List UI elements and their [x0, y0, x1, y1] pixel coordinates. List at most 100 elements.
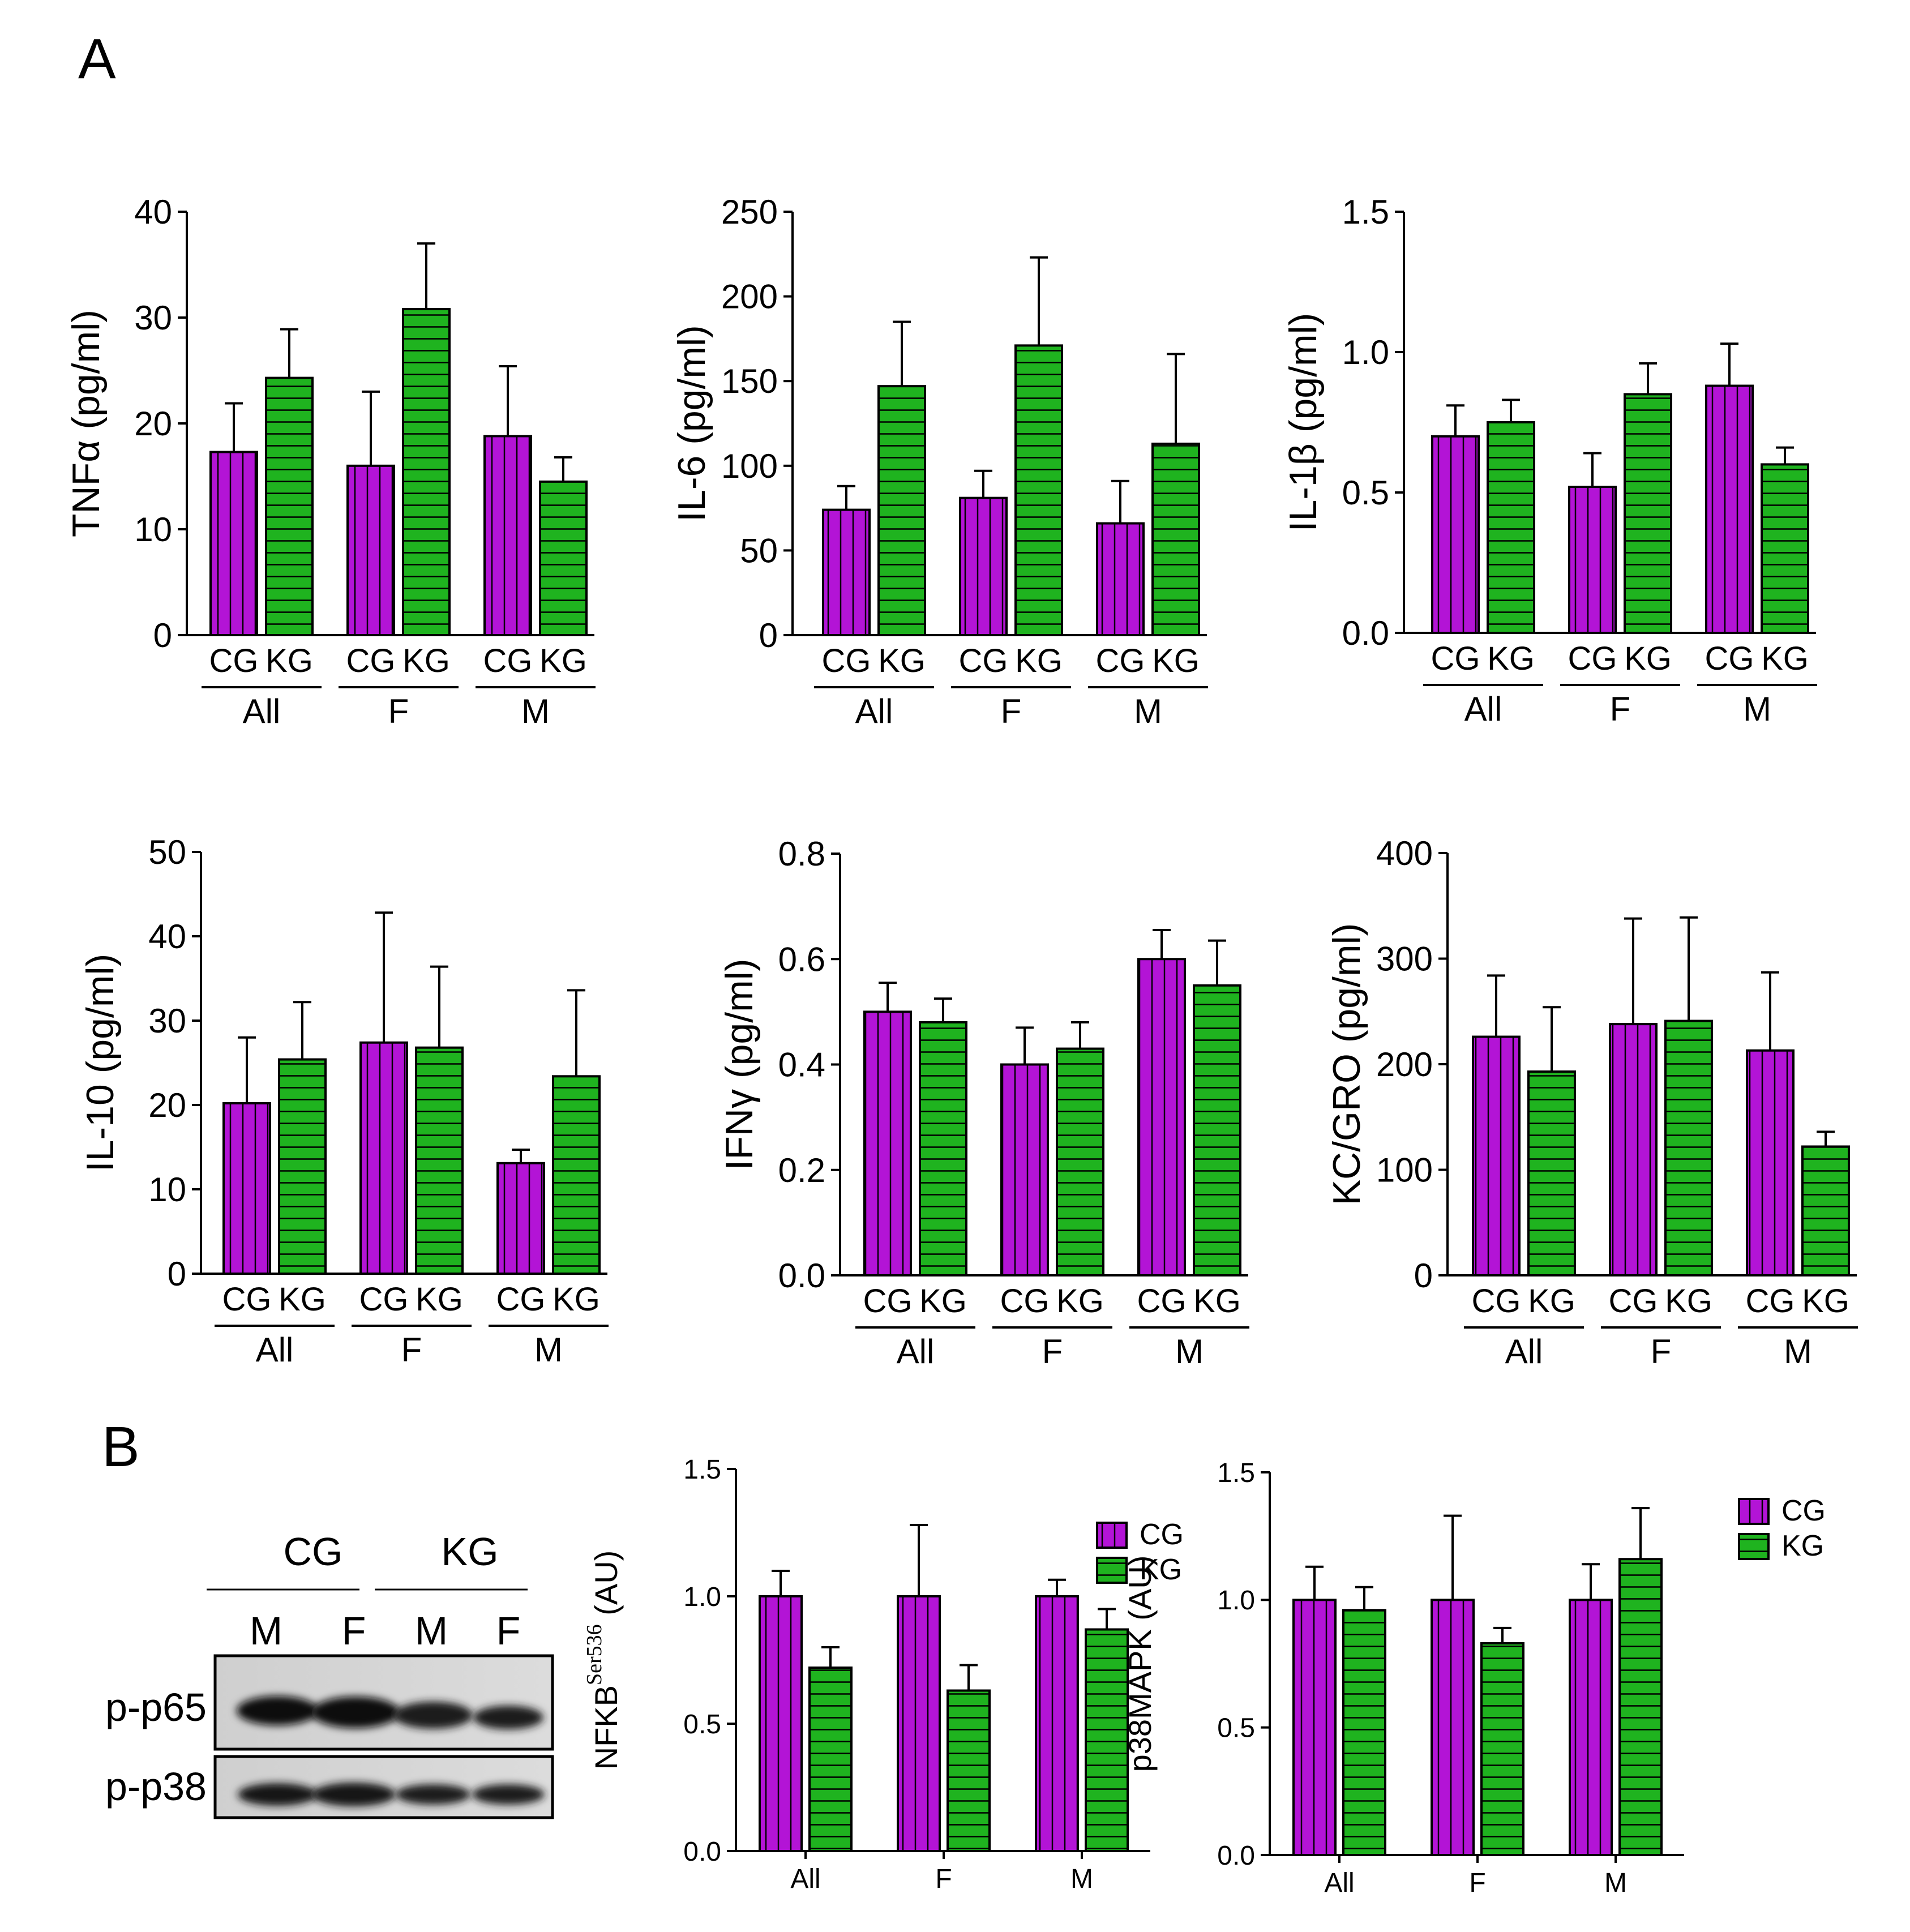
bar-label-kg: KG [1193, 1283, 1241, 1320]
bar-label-cg: CG [222, 1281, 272, 1318]
bar-kg [947, 1689, 991, 1852]
bar-kg [1801, 1145, 1850, 1276]
bar-cg [222, 1102, 271, 1275]
bar-label-cg: CG [959, 642, 1008, 679]
category-label: F [1001, 692, 1022, 730]
panel-label-a: A [78, 27, 116, 91]
bar-cg [1609, 1023, 1658, 1276]
bar-label-cg: CG [209, 642, 259, 679]
category-label: All [790, 1864, 820, 1894]
y-tick-label: 30 [134, 299, 172, 337]
bar-cg [1569, 1599, 1613, 1856]
category-label: F [401, 1331, 422, 1369]
bar-kg [1056, 1047, 1104, 1276]
category-label: All [1464, 690, 1502, 728]
blot-band-p38 [238, 1783, 317, 1806]
legend-label: KG [1140, 1553, 1182, 1586]
blot-band-p65 [393, 1702, 473, 1729]
category-label: F [935, 1864, 952, 1894]
y-tick-label: 0 [759, 616, 778, 654]
bar-label-cg: CG [1431, 640, 1480, 677]
blot-band-p38 [472, 1784, 545, 1805]
blot-group-label-kg: KG [441, 1530, 498, 1574]
y-tick-label: 300 [1376, 940, 1433, 978]
bar-cg [1705, 384, 1754, 635]
y-tick-label: 0 [1414, 1257, 1433, 1295]
bar-kg [1527, 1070, 1576, 1277]
blot-band-p65 [237, 1696, 318, 1725]
y-tick-label: 0.2 [778, 1151, 825, 1189]
bar-cg [1746, 1049, 1795, 1276]
bar-label-cg: CG [496, 1281, 546, 1318]
blot-band-p38 [396, 1784, 470, 1805]
blot-row-label-p65: p-p65 [105, 1685, 207, 1729]
category-label: M [1604, 1868, 1627, 1898]
legend-swatch-kg [1096, 1557, 1128, 1584]
y-axis-title: IFNγ (pg/ml) [718, 959, 761, 1171]
bar-cg [1000, 1063, 1049, 1276]
bar-label-kg: KG [1152, 642, 1200, 679]
category-label: F [1469, 1868, 1485, 1898]
y-tick-label: 0.0 [1342, 614, 1389, 652]
y-tick-label: 100 [721, 447, 778, 485]
bar-cg [346, 464, 395, 636]
y-tick-label: 30 [148, 1002, 186, 1040]
category-label: F [1042, 1333, 1063, 1370]
y-tick-label: 1.0 [683, 1582, 721, 1612]
y-axis-title: IL-10 (pg/ml) [79, 954, 122, 1172]
bar-kg [1014, 344, 1063, 636]
y-axis-title: TNFα (pg/ml) [65, 310, 108, 537]
bar-cg [1035, 1595, 1079, 1852]
y-tick-label: 40 [148, 918, 186, 956]
bar-label-kg: KG [919, 1283, 967, 1320]
y-axis-title: IL-1β (pg/ml) [1282, 313, 1325, 532]
y-tick-label: 40 [134, 193, 172, 231]
category-label: All [1505, 1333, 1543, 1370]
y-tick-label: 50 [740, 532, 778, 569]
bar-label-kg: KG [1624, 640, 1672, 677]
bar-kg [1624, 393, 1672, 635]
bar-label-cg: CG [1609, 1283, 1658, 1320]
bar-cg [1431, 435, 1480, 634]
western-blot: CG KG M F M F p-p65 p-p38 [105, 1530, 554, 1819]
bar-kg [1480, 1642, 1524, 1857]
y-tick-label: 20 [134, 405, 172, 443]
bar-kg [919, 1021, 967, 1276]
y-tick-label: 10 [148, 1171, 186, 1209]
y-tick-label: 0.5 [683, 1710, 721, 1740]
category-label: M [1175, 1333, 1204, 1370]
y-tick-label: 0.4 [778, 1046, 825, 1084]
bar-label-kg: KG [1487, 640, 1535, 677]
category-label: F [1610, 690, 1631, 728]
bar-label-cg: CG [1096, 642, 1145, 679]
bar-label-cg: CG [1472, 1283, 1521, 1320]
bar-cg [209, 451, 258, 636]
bar-cg [1472, 1035, 1521, 1276]
bar-cg [1292, 1599, 1337, 1856]
category-label: All [897, 1333, 935, 1370]
y-tick-label: 200 [1376, 1046, 1433, 1083]
y-tick-label: 1.0 [1342, 333, 1389, 371]
bar-kg [552, 1075, 601, 1275]
bar-label-kg: KG [1528, 1283, 1575, 1320]
y-tick-label: 0.8 [778, 835, 825, 873]
category-label: M [1743, 690, 1771, 728]
bar-label-kg: KG [878, 642, 926, 679]
bar-label-kg: KG [402, 642, 450, 679]
blot-row-label-p38: p-p38 [105, 1764, 207, 1809]
bar-label-kg: KG [265, 642, 313, 679]
bar-label-kg: KG [553, 1281, 600, 1318]
bar-label-kg: KG [1015, 642, 1063, 679]
bar-kg [539, 480, 588, 636]
bar-label-kg: KG [1056, 1283, 1104, 1320]
bar-kg [1193, 984, 1241, 1276]
bar-label-cg: CG [1746, 1283, 1795, 1320]
legend-label: KG [1781, 1530, 1824, 1562]
